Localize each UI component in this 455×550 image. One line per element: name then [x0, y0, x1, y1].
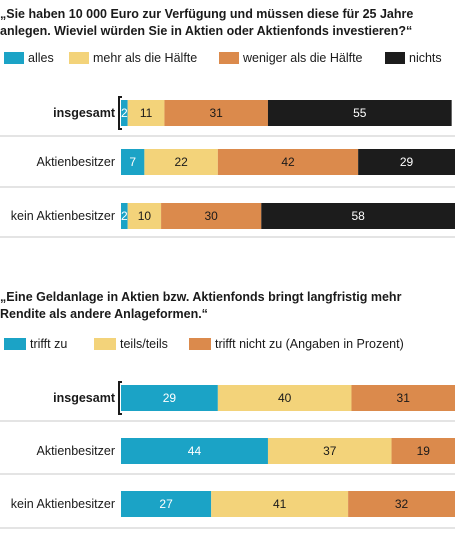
chart1-data-label: 22 — [174, 155, 188, 169]
chart1-row-label: kein Aktienbesitzer — [11, 209, 115, 223]
chart2-legend-label: trifft nicht zu (Angaben in Prozent) — [215, 337, 404, 351]
chart1-legend-swatch — [4, 52, 24, 64]
chart2-row-label: kein Aktienbesitzer — [11, 497, 115, 511]
chart1-title-line: „Sie haben 10 000 Euro zur Verfügung und… — [0, 7, 413, 21]
chart2-bar-segment — [121, 385, 218, 411]
chart1-bar-segment — [127, 100, 165, 126]
chart1-title-line: anlegen. Wieviel würden Sie in Aktien od… — [0, 24, 412, 38]
chart2-legend-swatch — [189, 338, 211, 350]
chart1-bar-segment — [127, 203, 162, 229]
chart2-highlight-bracket — [118, 381, 122, 415]
chart1-data-label: 58 — [351, 209, 365, 223]
chart1-data-label: 11 — [140, 106, 153, 120]
chart1-legend-label: weniger als die Hälfte — [242, 51, 363, 65]
chart1-data-label: 2 — [121, 209, 128, 223]
chart1-highlight-bracket — [118, 96, 122, 130]
chart1-bar-segment — [161, 203, 262, 229]
chart1-bar-segment — [121, 149, 145, 175]
chart1-legend-label: alles — [28, 51, 54, 65]
chart1-bar-segment — [121, 203, 128, 229]
chart1-legend-swatch — [69, 52, 89, 64]
chart2-bar-segment — [211, 491, 349, 517]
chart2-legend-label: teils/teils — [120, 337, 168, 351]
chart2-bar-segment — [121, 438, 268, 464]
chart2-legend-swatch — [4, 338, 26, 350]
chart1-bar-segment — [358, 149, 455, 175]
chart2-data-label: 37 — [323, 444, 337, 458]
chart1-bar-segment — [121, 100, 128, 126]
chart2-title-line: Rendite als andere Anlageformen.“ — [0, 307, 208, 321]
chart2-data-label: 44 — [188, 444, 202, 458]
chart1-bar-segment — [144, 149, 218, 175]
chart2-row-label: insgesamt — [53, 391, 116, 405]
chart1-bar-segment — [217, 149, 359, 175]
chart2-title-line: „Eine Geldanlage in Aktien bzw. Aktienfo… — [0, 290, 402, 304]
chart1-data-label: 31 — [210, 106, 224, 120]
chart2-data-label: 31 — [397, 391, 411, 405]
chart2-bar-segment — [391, 438, 455, 464]
chart2-bar-segment — [351, 385, 455, 411]
chart2-data-label: 27 — [159, 497, 173, 511]
chart1-data-label: 10 — [138, 209, 152, 223]
chart2-data-label: 29 — [163, 391, 177, 405]
chart2-legend-label: trifft zu — [30, 337, 67, 351]
chart1-bar-segment — [261, 203, 455, 229]
chart1-data-label: 7 — [129, 155, 136, 169]
chart2-row-label: Aktienbesitzer — [36, 444, 115, 458]
chart1-data-label: 2 — [121, 106, 128, 120]
chart1-legend-label: mehr als die Hälfte — [93, 51, 197, 65]
chart1-row-label: insgesamt — [53, 106, 116, 120]
chart2-data-label: 40 — [278, 391, 292, 405]
chart1-legend-swatch — [219, 52, 239, 64]
chart2-legend-swatch — [94, 338, 116, 350]
chart2-bar-segment — [121, 491, 212, 517]
chart1-bar-segment — [164, 100, 268, 126]
chart1-data-label: 42 — [281, 155, 295, 169]
chart1-row-label: Aktienbesitzer — [36, 155, 115, 169]
chart1-data-label: 29 — [400, 155, 414, 169]
chart2-bar-segment — [217, 385, 352, 411]
chart2-data-label: 19 — [417, 444, 431, 458]
chart2-bar-segment — [348, 491, 455, 517]
chart1-data-label: 55 — [353, 106, 367, 120]
chart2-data-label: 32 — [395, 497, 409, 511]
chart1-data-label: 30 — [205, 209, 219, 223]
chart1-legend-swatch — [385, 52, 405, 64]
chart1-bar-segment — [267, 100, 452, 126]
chart2-bar-segment — [267, 438, 392, 464]
chart2-data-label: 41 — [273, 497, 287, 511]
chart1-legend-label: nichts — [409, 51, 442, 65]
